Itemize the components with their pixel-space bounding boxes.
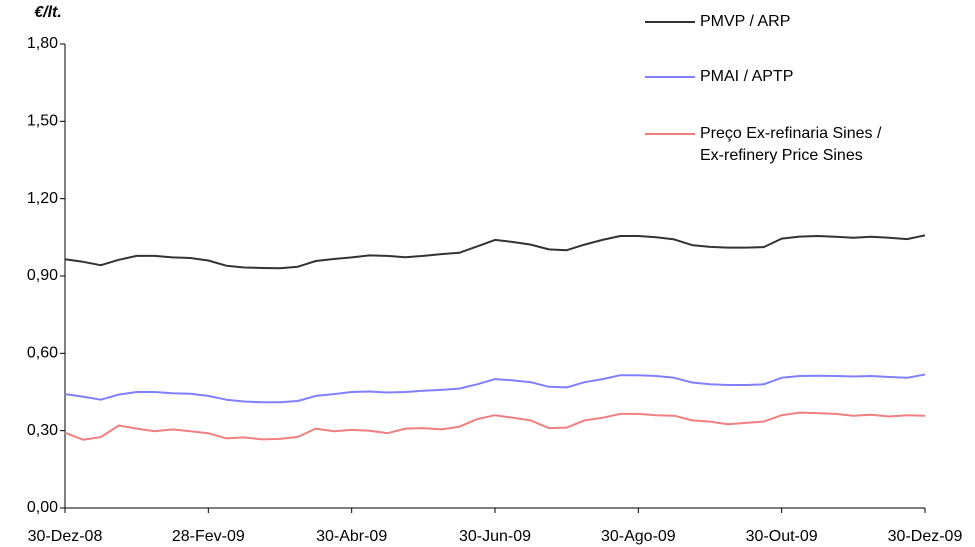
x-tick-label: 30-Ago-09 xyxy=(601,528,676,545)
y-axis-label: €/lt. xyxy=(34,4,62,21)
x-tick-label: 30-Dez-08 xyxy=(28,528,103,545)
x-tick-label: 30-Dez-09 xyxy=(888,528,963,545)
series-line xyxy=(64,373,926,404)
legend-label: Preço Ex-refinaria Sines / Ex-refinery Pr… xyxy=(700,125,882,164)
x-tick-label: 30-Out-09 xyxy=(746,528,818,545)
x-tick-label: 30-Jun-09 xyxy=(459,528,531,545)
y-tick-label: 1,80 xyxy=(27,35,58,52)
y-tick-label: 1,20 xyxy=(27,190,58,207)
legend-label: PMVP / ARP xyxy=(700,13,790,30)
x-tick-label: 30-Abr-09 xyxy=(316,528,387,545)
y-tick-label: 0,30 xyxy=(27,422,58,439)
series-line xyxy=(64,411,926,441)
y-tick-label: 1,50 xyxy=(27,113,58,130)
series-line xyxy=(64,234,926,270)
y-tick-label: 0,00 xyxy=(27,499,58,516)
y-tick-label: 0,60 xyxy=(27,345,58,362)
legend-label: PMAI / APTP xyxy=(700,68,793,85)
x-tick-label: 28-Fev-09 xyxy=(172,528,245,545)
y-tick-label: 0,90 xyxy=(27,267,58,284)
